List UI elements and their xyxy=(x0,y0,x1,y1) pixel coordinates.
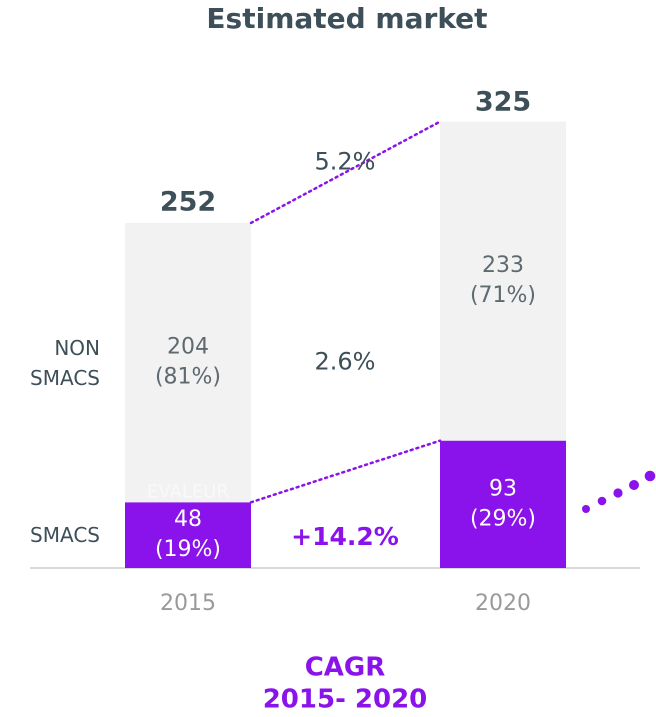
bar-segment xyxy=(440,121,566,441)
percent-label: (29%) xyxy=(470,506,536,531)
value-label: 93 xyxy=(489,476,517,501)
value-label: 233 xyxy=(482,253,524,278)
percent-label: (19%) xyxy=(155,537,221,562)
connector xyxy=(249,120,442,225)
total-label: 252 xyxy=(160,186,216,217)
total-label: 325 xyxy=(475,87,531,118)
decor-dots xyxy=(582,470,656,513)
percent-label: (71%) xyxy=(470,283,536,308)
percent-label: (81%) xyxy=(155,365,221,390)
bar-segment xyxy=(125,222,251,503)
chart-title: Estimated market xyxy=(206,2,487,35)
x-tick-label: 2020 xyxy=(475,591,531,616)
cagr-title: CAGR xyxy=(305,653,386,683)
cagr-period: 2015- 2020 xyxy=(263,685,428,715)
bar-segment xyxy=(125,502,251,568)
series-label: SMACS xyxy=(30,523,100,548)
connector xyxy=(249,439,442,504)
value-label: 48 xyxy=(174,507,202,532)
value-label: 204 xyxy=(167,335,209,360)
watermark: EVALEUR xyxy=(147,481,229,502)
x-tick-label: 2015 xyxy=(160,591,216,616)
cagr-label: 5.2% xyxy=(315,147,376,175)
bar-segment xyxy=(440,440,566,568)
cagr-label: 2.6% xyxy=(315,348,376,376)
cagr-label: +14.2% xyxy=(291,522,399,551)
series-label: NON SMACS xyxy=(30,335,100,390)
